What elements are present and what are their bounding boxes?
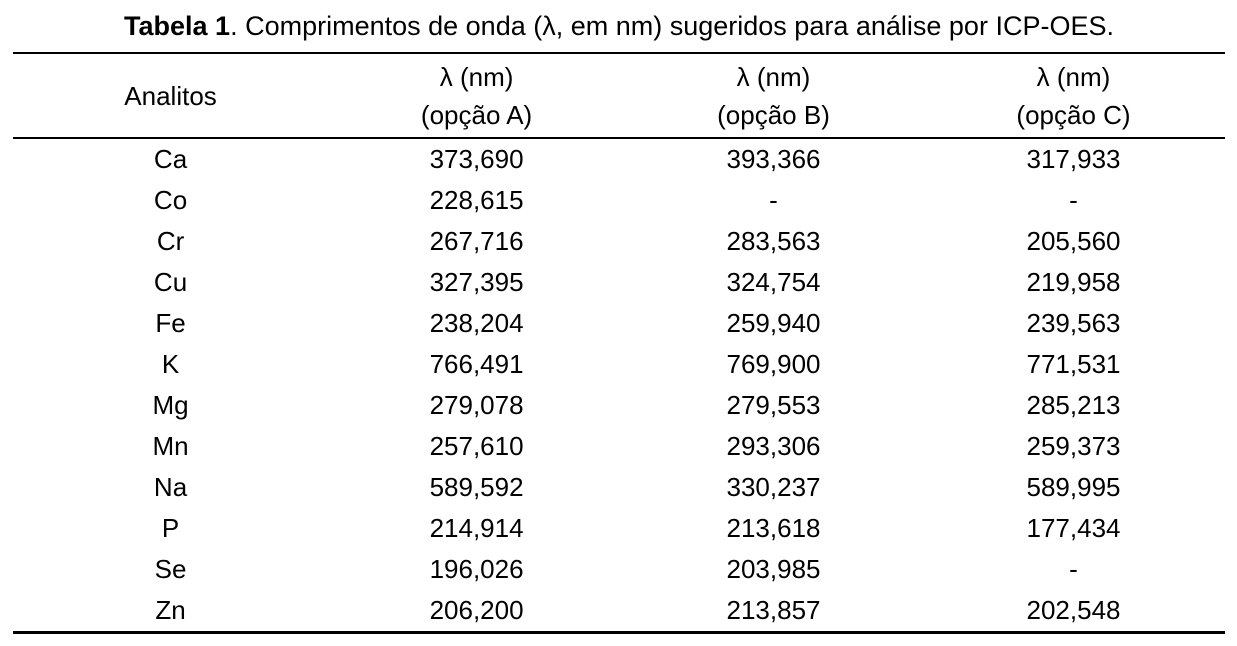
cell-analyte: Cr (156, 226, 185, 256)
cell-analyte: Mn (152, 431, 189, 461)
table-body: Ca 373,690 393,366 317,933 Co 228,615 - … (13, 138, 1225, 633)
table-row: Mg 279,078 279,553 285,213 (13, 385, 1225, 426)
table-row: Se 196,026 203,985 - (13, 549, 1225, 590)
header-analytes-label: Analitos (124, 80, 217, 111)
cell-wavelength-option-b: 203,985 (726, 554, 821, 584)
cell-wavelength-option-a: 257,610 (429, 431, 524, 461)
cell-wavelength-option-c: 285,213 (1026, 390, 1121, 420)
cell-wavelength-option-a: 279,078 (429, 390, 524, 420)
cell-analyte: Fe (155, 308, 186, 338)
cell-wavelength-option-b: 393,366 (726, 144, 821, 174)
cell-analyte: Co (153, 185, 188, 215)
cell-wavelength-option-a: 373,690 (429, 144, 524, 174)
cell-wavelength-option-a: 267,716 (429, 226, 524, 256)
cell-wavelength-option-c: - (1069, 185, 1078, 215)
cell-wavelength-option-c: 259,373 (1026, 431, 1121, 461)
header-option-a-line1: λ (nm) (439, 61, 514, 92)
cell-wavelength-option-c: 317,933 (1026, 144, 1121, 174)
header-analytes: Analitos (13, 54, 329, 139)
cell-wavelength-option-c: 239,563 (1026, 308, 1121, 338)
table-row: Cr 267,716 283,563 205,560 (13, 221, 1225, 262)
cell-wavelength-option-b: 213,618 (726, 513, 821, 543)
cell-wavelength-option-c: 589,995 (1026, 472, 1121, 502)
cell-analyte: Na (153, 472, 188, 502)
table-row: P 214,914 213,618 177,434 (13, 508, 1225, 549)
header-option-b: λ (nm) (opção B) (625, 54, 922, 139)
cell-wavelength-option-c: 771,531 (1026, 349, 1121, 379)
wavelength-table: Analitos λ (nm) (opção A) λ (nm) (opção … (13, 54, 1225, 634)
cell-wavelength-option-c: 219,958 (1026, 267, 1121, 297)
table-row: Na 589,592 330,237 589,995 (13, 467, 1225, 508)
table-row: Fe 238,204 259,940 239,563 (13, 303, 1225, 344)
header-option-c: λ (nm) (opção C) (921, 54, 1225, 139)
header-option-b-line1: λ (nm) (736, 61, 811, 92)
table-row: Zn 206,200 213,857 202,548 (13, 590, 1225, 633)
cell-wavelength-option-b: 213,857 (726, 595, 821, 625)
header-option-c-line1: λ (nm) (1036, 61, 1111, 92)
cell-analyte: Ca (153, 144, 188, 174)
cell-wavelength-option-a: 766,491 (429, 349, 524, 379)
cell-wavelength-option-c: 202,548 (1026, 595, 1121, 625)
cell-wavelength-option-b: 330,237 (726, 472, 821, 502)
cell-analyte: Se (154, 554, 187, 584)
cell-wavelength-option-b: 283,563 (726, 226, 821, 256)
cell-wavelength-option-a: 228,615 (429, 185, 524, 215)
cell-wavelength-option-a: 327,395 (429, 267, 524, 297)
table-row: Cu 327,395 324,754 219,958 (13, 262, 1225, 303)
header-option-a-line2: (opção A) (420, 99, 533, 130)
header-option-b-line2: (opção B) (717, 99, 830, 130)
cell-analyte: Zn (155, 595, 186, 625)
table-caption-number: Tabela 1 (124, 10, 231, 41)
cell-wavelength-option-b: 324,754 (726, 267, 821, 297)
cell-wavelength-option-c: - (1069, 554, 1078, 584)
cell-wavelength-option-a: 196,026 (429, 554, 524, 584)
cell-wavelength-option-c: 177,434 (1026, 513, 1121, 543)
table-header-row: Analitos λ (nm) (opção A) λ (nm) (opção … (13, 54, 1225, 139)
table-caption: Tabela 1. Comprimentos de onda (λ, em nm… (13, 0, 1225, 54)
table-row: Ca 373,690 393,366 317,933 (13, 138, 1225, 180)
table-container: Tabela 1. Comprimentos de onda (λ, em nm… (13, 0, 1225, 634)
cell-wavelength-option-b: 279,553 (726, 390, 821, 420)
cell-analyte: Cu (153, 267, 188, 297)
header-option-a: λ (nm) (opção A) (328, 54, 626, 139)
cell-wavelength-option-b: 259,940 (726, 308, 821, 338)
cell-wavelength-option-a: 214,914 (429, 513, 524, 543)
cell-wavelength-option-a: 206,200 (429, 595, 524, 625)
table-row: K 766,491 769,900 771,531 (13, 344, 1225, 385)
cell-analyte: K (161, 349, 180, 379)
header-option-c-line2: (opção C) (1016, 99, 1131, 130)
cell-wavelength-option-a: 589,592 (429, 472, 524, 502)
cell-analyte: Mg (152, 390, 189, 420)
table-row: Co 228,615 - - (13, 180, 1225, 221)
cell-wavelength-option-b: 293,306 (726, 431, 821, 461)
table-row: Mn 257,610 293,306 259,373 (13, 426, 1225, 467)
cell-wavelength-option-b: - (769, 185, 778, 215)
cell-wavelength-option-a: 238,204 (429, 308, 524, 338)
cell-wavelength-option-c: 205,560 (1026, 226, 1121, 256)
cell-wavelength-option-b: 769,900 (726, 349, 821, 379)
cell-analyte: P (161, 513, 180, 543)
table-caption-text: . Comprimentos de onda (λ, em nm) sugeri… (230, 10, 1114, 41)
